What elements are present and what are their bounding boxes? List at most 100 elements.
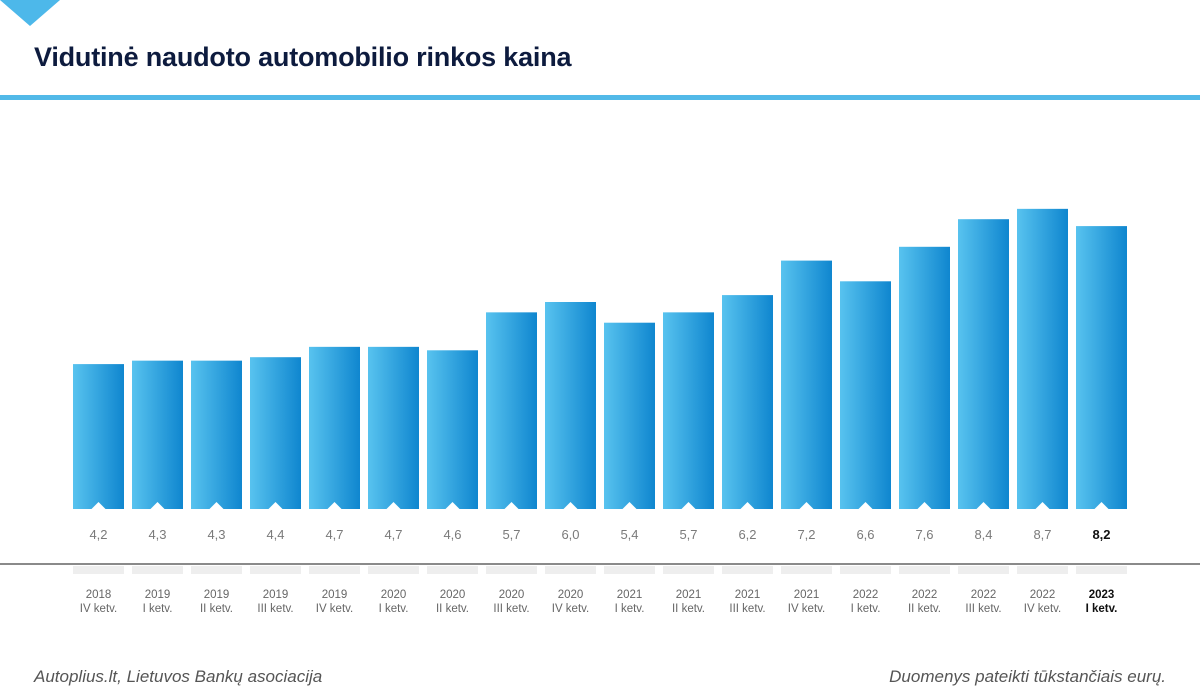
bar-notch [268,502,283,509]
data-label: 4,4 [266,527,284,542]
x-tick-quarter: II ketv. [436,603,469,615]
bar [309,346,360,509]
data-label: 8,7 [1033,527,1051,542]
x-tick-year: 2020 [558,589,584,601]
tick-background [486,566,537,574]
x-tick-quarter: I ketv. [379,603,409,615]
x-tick-year: 2021 [794,589,820,601]
x-tick-quarter: IV ketv. [552,603,590,615]
bar [132,360,183,509]
bar [1017,208,1068,509]
x-tick-quarter: I ketv. [1086,603,1118,615]
tick-background [309,566,360,574]
x-tick-labels-group: 2018 IV ketv. 2019 I ketv. 2019 II ketv. 2019 I… [73,566,1127,615]
tick-background [663,566,714,574]
bar [250,357,301,509]
data-label: 7,6 [915,527,933,542]
x-tick-quarter: II ketv. [672,603,705,615]
data-label: 6,2 [738,527,756,542]
x-tick-year: 2019 [263,589,289,601]
tick-background [604,566,655,574]
bar-notch [1094,502,1109,509]
tick-background [722,566,773,574]
bar-chart: 4,2 4,3 4,3 4,4 4,7 4,7 4,6 5,7 6,0 5,4 5,7 6,2 7,2 6… [0,208,1200,615]
tick-background [781,566,832,574]
data-label: 5,7 [679,527,697,542]
x-tick-quarter: III ketv. [257,603,293,615]
bar [427,350,478,509]
x-tick-year: 2021 [676,589,702,601]
x-tick-year: 2022 [912,589,938,601]
tick-background [368,566,419,574]
source-note: Autoplius.lt, Lietuvos Bankų asociacija [34,667,323,686]
data-label: 4,7 [325,527,343,542]
x-tick-quarter: II ketv. [908,603,941,615]
tick-background [899,566,950,574]
data-label: 8,4 [974,527,992,542]
x-tick-year: 2019 [145,589,171,601]
x-tick-quarter: III ketv. [965,603,1001,615]
bar [899,246,950,510]
bar-notch [209,502,224,509]
x-tick-year: 2022 [1030,589,1056,601]
x-tick-year: 2019 [204,589,230,601]
x-tick-year: 2022 [853,589,879,601]
data-label: 4,3 [148,527,166,542]
bar-notch [622,502,637,509]
bar-notch [976,502,991,509]
bar-notch [917,502,932,509]
bar [73,364,124,509]
tick-background [840,566,891,574]
data-label: 4,6 [443,527,461,542]
tick-background [191,566,242,574]
corner-triangle-decoration [0,0,60,26]
tick-background [1017,566,1068,574]
bar [368,346,419,509]
x-tick-year: 2021 [617,589,643,601]
x-tick-quarter: I ketv. [143,603,173,615]
tick-background [427,566,478,574]
bar [663,312,714,509]
x-tick-quarter: IV ketv. [80,603,118,615]
x-tick-year: 2020 [381,589,407,601]
bar-notch [858,502,873,509]
tick-background [73,566,124,574]
x-tick-quarter: III ketv. [493,603,529,615]
bar-notch [799,502,814,509]
x-tick-quarter: II ketv. [200,603,233,615]
data-label: 6,6 [856,527,874,542]
x-tick-quarter: IV ketv. [788,603,826,615]
x-tick-year: 2020 [499,589,525,601]
bar-notch [386,502,401,509]
x-tick-quarter: III ketv. [729,603,765,615]
bar [486,312,537,509]
bar [722,295,773,509]
bar [1076,226,1127,509]
bar [191,360,242,509]
tick-background [958,566,1009,574]
x-tick-quarter: I ketv. [615,603,645,615]
page-title: Vidutinė naudoto automobilio rinkos kain… [34,42,572,72]
x-tick-year: 2021 [735,589,761,601]
data-label: 7,2 [797,527,815,542]
bar-notch [740,502,755,509]
bar [781,260,832,509]
x-tick-quarter: I ketv. [851,603,881,615]
units-note: Duomenys pateikti tūkstančiais eurų. [889,667,1166,686]
tick-background [1076,566,1127,574]
data-label: 4,3 [207,527,225,542]
x-tick-year: 2019 [322,589,348,601]
data-label: 5,4 [620,527,638,542]
data-label: 8,2 [1092,527,1110,542]
bar [958,219,1009,509]
bar-notch [504,502,519,509]
x-tick-year: 2020 [440,589,466,601]
x-tick-year: 2018 [86,589,112,601]
data-label: 5,7 [502,527,520,542]
x-tick-quarter: IV ketv. [316,603,354,615]
data-label: 4,7 [384,527,402,542]
bar [545,302,596,509]
bar-notch [327,502,342,509]
bar-notch [445,502,460,509]
tick-background [545,566,596,574]
